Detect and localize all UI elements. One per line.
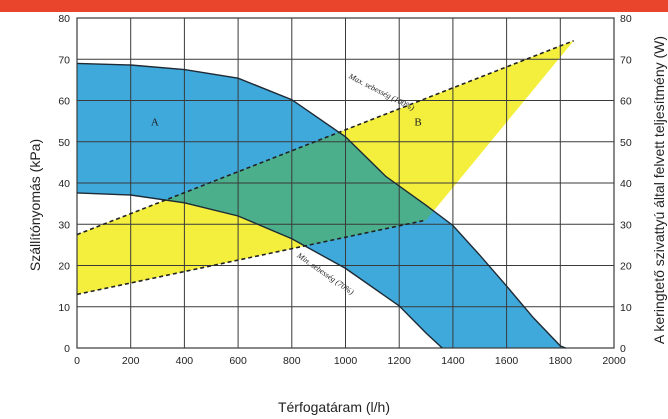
x-tick-label: 1000 [334,355,358,367]
y-left-tick-label: 10 [58,302,70,314]
plot-frame [76,17,615,349]
y-left-tick-label: 70 [58,54,70,66]
x-tick-label: 2000 [602,355,626,367]
y-right-tick-label: 60 [620,96,632,108]
max-speed-curve [76,62,566,349]
y-right-tick-label: 80 [620,13,632,25]
y-left-tick-label: 20 [58,261,70,273]
y-right-axis-title: A keringtető szivattyú által felvett tel… [651,35,667,345]
region-label-b: B [414,116,421,128]
regions-layer [77,40,574,349]
curves-layer [76,39,574,349]
x-tick-label: 200 [122,355,140,367]
x-tick-label: 1600 [495,355,519,367]
y-left-tick-label: 40 [58,178,70,190]
power-dashed-line [76,219,427,296]
x-tick-label: 0 [74,355,80,367]
y-right-tick-label: 30 [620,219,632,231]
x-tick-label: 1800 [549,355,573,367]
x-tick-label: 1200 [388,355,412,367]
min-speed-curve [76,192,443,349]
y-left-tick-label: 60 [58,96,70,108]
y-left-tick-label: 0 [64,343,70,355]
header-accent-bar [0,0,668,12]
x-tick-label: 600 [229,355,247,367]
y-right-tick-label: 0 [620,343,626,355]
y-right-tick-label: 10 [620,302,632,314]
x-tick-label: 400 [176,355,194,367]
y-left-tick-label: 80 [58,13,70,25]
y-right-tick-label: 20 [620,261,632,273]
power-dashed-line [76,39,574,236]
y-right-tick-label: 50 [620,137,632,149]
grid-layer [76,17,615,349]
x-axis-title: Térfogatáram (l/h) [277,399,391,415]
y-right-tick-label: 40 [620,178,632,190]
y-right-tick-label: 70 [620,54,632,66]
y-left-tick-label: 50 [58,137,70,149]
y-left-axis-title: Szállítónyomás (kPa) [27,138,43,272]
region-label-a: A [151,116,159,128]
x-tick-label: 1400 [441,355,465,367]
y-left-tick-label: 30 [58,219,70,231]
x-tick-label: 800 [283,355,301,367]
